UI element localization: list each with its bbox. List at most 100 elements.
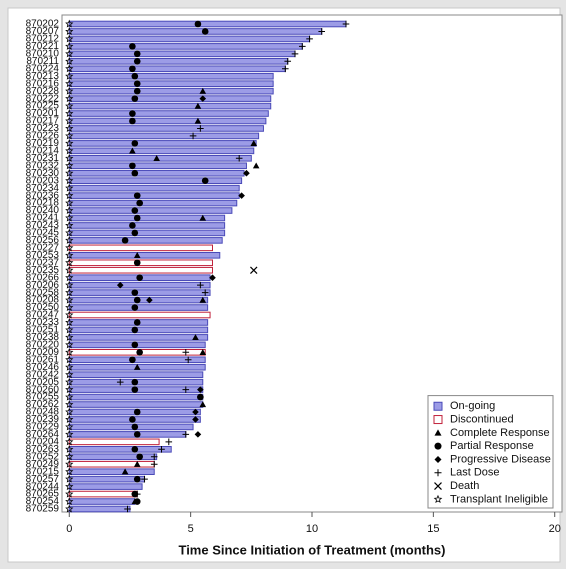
marker-star (65, 355, 74, 364)
row-label: 870202 (26, 19, 60, 30)
row-label: 870201 (26, 108, 60, 119)
marker-star (65, 206, 74, 215)
marker-star (65, 452, 74, 461)
marker-star (65, 131, 74, 140)
marker-plus (150, 453, 158, 461)
marker-plus (124, 505, 131, 513)
marker-circle (133, 80, 141, 87)
marker-diamond (192, 408, 199, 416)
legend-label: Discontinued (450, 413, 514, 425)
marker-plus (282, 65, 289, 73)
row-label: 870246 (26, 362, 60, 373)
marker-star (65, 243, 74, 252)
bar (68, 184, 240, 192)
bar (68, 438, 160, 446)
bar (68, 326, 209, 334)
marker-circle (201, 28, 209, 35)
marker-star (65, 34, 74, 43)
row-label: 870234 (26, 183, 60, 194)
marker-star (65, 295, 74, 304)
marker-triangle (194, 117, 202, 124)
marker-diamond (199, 95, 207, 102)
row-label: 870263 (26, 444, 60, 455)
bar (68, 490, 138, 498)
row-label: 870236 (26, 190, 60, 201)
marker-circle (133, 498, 141, 505)
marker-star (65, 161, 74, 170)
marker-circle (133, 214, 141, 222)
marker-circle (129, 110, 136, 117)
x-axis-label: Time Since Initiation of Treatment (mont… (178, 542, 445, 557)
row-label: 870227 (26, 242, 60, 253)
marker-plus (182, 386, 190, 393)
row-label: 870207 (26, 26, 60, 37)
marker-star (65, 101, 74, 110)
legend-label: Death (450, 480, 479, 492)
bar (68, 252, 221, 259)
bar (68, 72, 274, 80)
marker-circle (131, 423, 139, 431)
row-label: 870221 (26, 41, 60, 52)
marker-plus (189, 132, 197, 140)
marker-triangle (153, 155, 160, 161)
x-tick-label: 0 (66, 523, 72, 535)
marker-triangle (192, 334, 199, 341)
row-label: 870232 (26, 160, 60, 171)
marker-circle (133, 319, 141, 326)
marker-circle (131, 304, 139, 311)
marker-plus (158, 446, 165, 453)
bar (68, 199, 238, 207)
marker-star (65, 422, 74, 431)
marker-star (65, 250, 74, 259)
row-label: 870230 (26, 168, 60, 179)
row-label: 870220 (26, 339, 60, 350)
marker-circle (131, 326, 139, 334)
marker-diamond (146, 296, 153, 304)
x-tick-label: 20 (549, 523, 561, 535)
row-label: 870217 (26, 116, 60, 127)
row-label: 870240 (26, 205, 60, 216)
bar (68, 505, 131, 513)
row-label: 870228 (26, 86, 60, 97)
bar (68, 304, 209, 311)
bar (68, 468, 155, 475)
bar (68, 110, 269, 117)
row-label: 870256 (26, 235, 60, 246)
marker-triangle (252, 162, 260, 169)
legend-box (427, 395, 554, 509)
marker-diamond (434, 455, 442, 463)
row-label: 870239 (26, 414, 60, 425)
row-label: 870224 (26, 63, 60, 74)
marker-triangle (434, 429, 442, 436)
bar (68, 423, 194, 431)
marker-plus (141, 475, 148, 483)
marker-circle (194, 20, 202, 28)
marker-circle (136, 274, 143, 281)
marker-star (65, 109, 74, 118)
row-label: 870242 (26, 369, 60, 380)
bar (68, 281, 211, 289)
marker-star (65, 49, 74, 58)
legend-label: On-going (450, 400, 495, 412)
marker-circle (131, 72, 139, 80)
marker-circle (131, 341, 139, 349)
row-label: 870257 (26, 474, 60, 485)
legend-label: Transplant Ineligible (450, 493, 548, 505)
bar (68, 475, 146, 483)
marker-plus (182, 349, 190, 356)
row-label: 870238 (26, 332, 60, 343)
row-label: 870241 (26, 213, 60, 224)
marker-star (65, 318, 74, 326)
marker-star (65, 86, 74, 95)
marker-plus (116, 378, 124, 386)
marker-circle (136, 453, 143, 461)
bar (68, 117, 267, 125)
row-label: 870214 (26, 145, 60, 156)
legend-swatch (433, 415, 443, 425)
marker-circle (133, 408, 141, 416)
bar (68, 311, 211, 319)
bar (68, 460, 155, 468)
row-label: 870225 (26, 101, 60, 112)
marker-star (65, 333, 74, 341)
row-label: 870204 (26, 436, 60, 447)
